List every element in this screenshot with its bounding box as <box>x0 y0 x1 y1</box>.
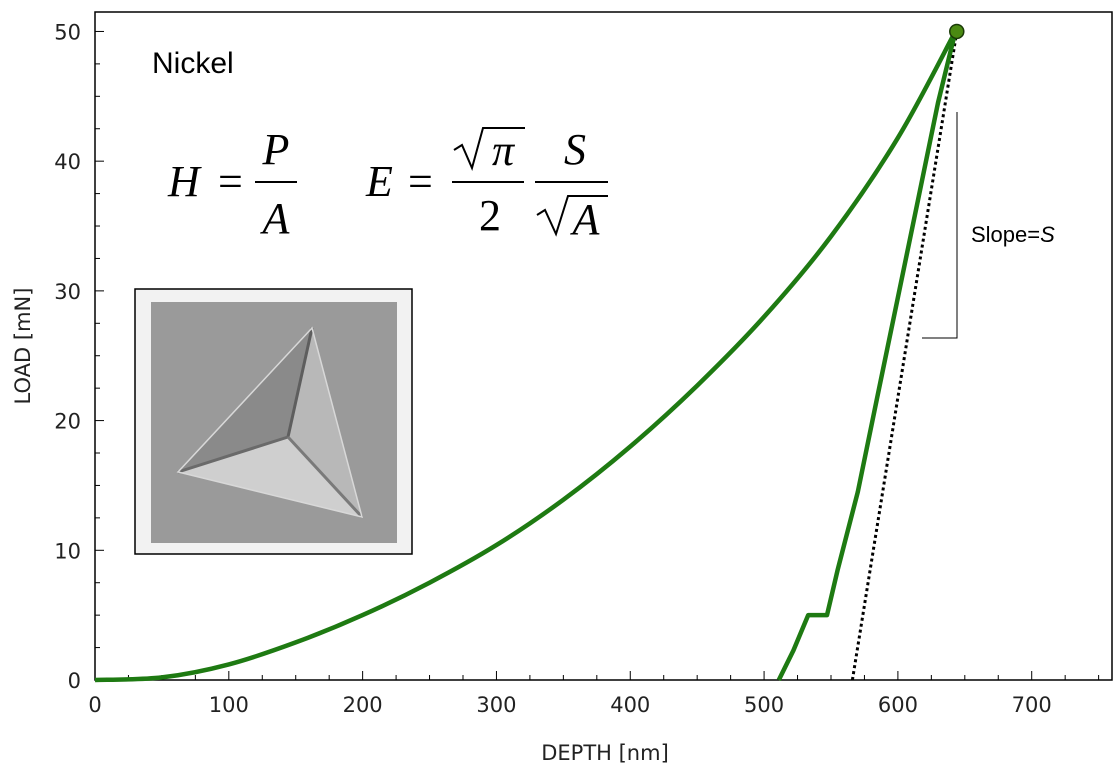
formula-e-sqrt1 <box>453 127 525 171</box>
y-axis-label: LOAD [mN] <box>11 288 35 405</box>
formula-e-eq: = <box>408 157 433 206</box>
series-unloading-curve <box>776 30 958 681</box>
indent-pyramid-icon <box>176 326 364 519</box>
x-tick-label: 100 <box>209 693 249 717</box>
hardness-formula: H = P A <box>167 125 297 243</box>
formula-h-num: P <box>262 125 290 174</box>
axis-ticks <box>94 30 1100 681</box>
slope-prefix: Slope= <box>971 222 1040 247</box>
slope-annotation: Slope=S <box>922 112 1055 339</box>
max-load-point <box>949 23 965 40</box>
modulus-formula: E = π 2 S A <box>365 125 608 244</box>
formula-h-den: A <box>260 194 291 243</box>
x-tick-label: 600 <box>878 693 918 717</box>
x-tick-label: 500 <box>744 693 784 717</box>
tangent-line <box>850 31 959 681</box>
formula-h-eq: = <box>218 157 243 206</box>
y-tick-label: 50 <box>54 20 81 44</box>
x-tick-label: 300 <box>476 693 516 717</box>
slope-var: S <box>1040 222 1055 247</box>
tick-labels: 0 100 200 300 400 500 600 700 0 10 20 30 40 50 <box>54 20 1051 717</box>
formula-e-den2: A <box>570 195 601 244</box>
indent-inset <box>134 288 413 555</box>
x-tick-label: 0 <box>88 693 101 717</box>
y-tick-label: 40 <box>54 150 81 174</box>
y-tick-label: 30 <box>54 280 81 304</box>
x-tick-label: 700 <box>1012 693 1052 717</box>
formula-e-num2: S <box>564 125 586 174</box>
x-tick-label: 400 <box>610 693 650 717</box>
slope-label: Slope=S <box>971 222 1055 247</box>
material-label: Nickel <box>152 47 234 80</box>
formula-e-den1: 2 <box>479 191 501 240</box>
series-loading-curve <box>94 30 958 683</box>
formula-h-lhs: H <box>167 157 202 206</box>
y-tick-label: 20 <box>54 410 81 434</box>
y-tick-label: 10 <box>54 539 81 563</box>
x-axis-label: DEPTH [nm] <box>541 741 669 765</box>
formula-e-num1: π <box>492 126 516 175</box>
formula-e-sqrt2 <box>536 195 608 237</box>
formula-e-lhs: E <box>365 157 393 206</box>
x-tick-label: 200 <box>343 693 383 717</box>
y-tick-label: 0 <box>68 669 81 693</box>
slope-triangle <box>922 112 958 339</box>
